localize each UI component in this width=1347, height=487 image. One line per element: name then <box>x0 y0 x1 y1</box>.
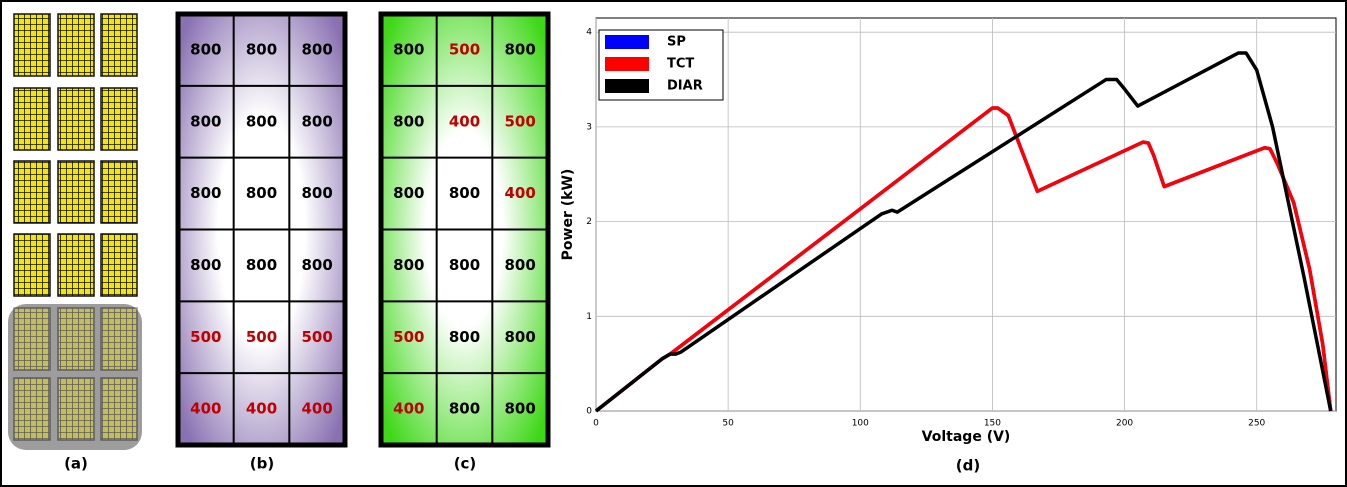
y-tick-label: 3 <box>586 122 592 132</box>
y-tick-label: 0 <box>586 407 592 417</box>
irradiance-value: 800 <box>246 184 277 202</box>
x-tick-label: 0 <box>593 419 599 429</box>
irradiance-value: 800 <box>393 112 424 130</box>
irradiance-value: 800 <box>505 40 536 58</box>
irradiance-value: 400 <box>246 400 277 418</box>
irradiance-value: 800 <box>302 184 333 202</box>
panel-a <box>8 14 142 450</box>
panel-label: (d) <box>956 457 980 475</box>
irradiance-value: 800 <box>449 256 480 274</box>
irradiance-value: 400 <box>393 400 424 418</box>
y-tick-label: 1 <box>586 312 592 322</box>
pv-module <box>14 88 50 150</box>
x-tick-label: 50 <box>722 419 734 429</box>
irradiance-value: 800 <box>302 40 333 58</box>
irradiance-value: 800 <box>505 328 536 346</box>
irradiance-value: 800 <box>393 40 424 58</box>
irradiance-value: 800 <box>190 40 221 58</box>
irradiance-value: 800 <box>393 184 424 202</box>
irradiance-value: 500 <box>393 328 424 346</box>
irradiance-value: 800 <box>449 328 480 346</box>
pv-module <box>14 378 50 440</box>
legend-swatch <box>605 57 649 71</box>
legend-label: TCT <box>667 57 694 72</box>
pv-module <box>101 14 137 76</box>
irradiance-value: 500 <box>505 112 536 130</box>
irradiance-value: 400 <box>302 400 333 418</box>
irradiance-value: 400 <box>449 112 480 130</box>
pv-module <box>14 308 50 370</box>
pv-module <box>58 88 94 150</box>
irradiance-value: 500 <box>246 328 277 346</box>
irradiance-value: 800 <box>505 400 536 418</box>
irradiance-value: 800 <box>190 184 221 202</box>
y-tick-label: 4 <box>586 28 592 38</box>
legend-label: SP <box>667 35 686 50</box>
irradiance-value: 800 <box>246 256 277 274</box>
pv-module <box>14 161 50 223</box>
irradiance-value: 400 <box>190 400 221 418</box>
irradiance-value: 800 <box>449 184 480 202</box>
irradiance-value: 500 <box>302 328 333 346</box>
pv-module <box>58 378 94 440</box>
irradiance-value: 800 <box>505 256 536 274</box>
panel-label: (a) <box>64 455 88 473</box>
x-axis-label: Voltage (V) <box>922 429 1011 445</box>
pv-module <box>101 378 137 440</box>
panel-label: (c) <box>454 455 477 473</box>
irradiance-value: 800 <box>246 40 277 58</box>
x-tick-label: 250 <box>1248 419 1265 429</box>
irradiance-value: 800 <box>190 256 221 274</box>
pv-module <box>101 88 137 150</box>
pv-module <box>101 161 137 223</box>
y-axis-label: Power (kW) <box>560 169 576 261</box>
pv-module <box>58 14 94 76</box>
irradiance-value: 800 <box>190 112 221 130</box>
pv-module <box>14 234 50 296</box>
pv-module <box>101 234 137 296</box>
x-tick-label: 200 <box>1116 419 1133 429</box>
y-tick-label: 2 <box>586 217 592 227</box>
irradiance-value: 800 <box>302 256 333 274</box>
irradiance-value: 800 <box>393 256 424 274</box>
pv-module <box>14 14 50 76</box>
irradiance-value: 800 <box>246 112 277 130</box>
legend-swatch <box>605 79 649 93</box>
pv-module <box>58 234 94 296</box>
irradiance-value: 500 <box>190 328 221 346</box>
pv-module <box>58 308 94 370</box>
legend-label: DIAR <box>667 79 703 94</box>
x-tick-label: 150 <box>984 419 1001 429</box>
panel-label: (b) <box>250 455 274 473</box>
irradiance-value: 500 <box>449 40 480 58</box>
x-tick-label: 100 <box>852 419 869 429</box>
irradiance-value: 800 <box>302 112 333 130</box>
pv-module <box>58 161 94 223</box>
irradiance-value: 400 <box>505 184 536 202</box>
legend-swatch <box>605 35 649 49</box>
pv-module <box>101 308 137 370</box>
irradiance-value: 800 <box>449 400 480 418</box>
